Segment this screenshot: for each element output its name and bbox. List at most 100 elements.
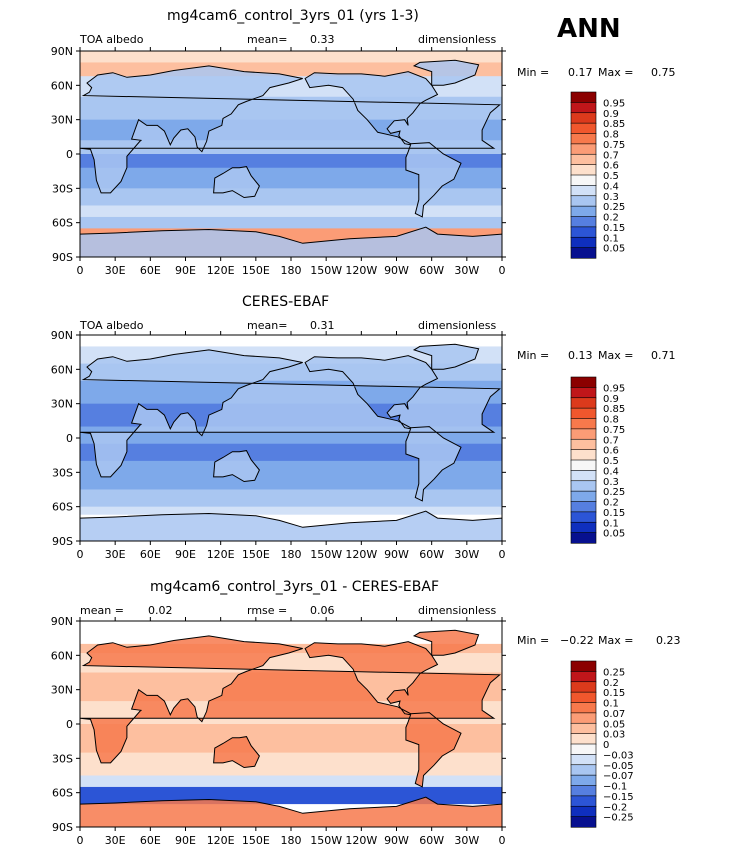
colorbar-swatch <box>570 702 597 714</box>
colorbar-label: 0.1 <box>603 518 619 529</box>
variable-label: TOA albedo <box>80 33 144 46</box>
colorbar-swatch <box>570 785 597 797</box>
lon-tick-label: 120W <box>345 548 377 561</box>
colorbar-label: 0.8 <box>603 415 619 426</box>
colorbar-swatch <box>570 418 597 430</box>
panel-title: mg4cam6_control_3yrs_01 - CERES-EBAF <box>150 579 440 595</box>
lat-tick-label: 90N <box>51 329 73 342</box>
lat-tick-label: 30S <box>52 466 73 479</box>
min-label: Min = <box>517 634 550 647</box>
lon-tick-label: 150W <box>310 264 342 277</box>
colorbar-swatch <box>570 247 597 259</box>
colorbar-label: 0.6 <box>603 446 619 457</box>
lat-tick-label: 60S <box>52 787 73 800</box>
units-label: dimensionless <box>418 319 497 332</box>
land-shading <box>80 60 502 257</box>
colorbar: 0.950.90.850.80.750.70.60.50.40.30.250.2… <box>570 91 625 259</box>
colorbar-swatch <box>570 195 597 207</box>
colorbar-label: 0.25 <box>603 202 625 213</box>
colorbar-swatch <box>570 205 597 218</box>
colorbar-swatch <box>570 660 597 672</box>
colorbar-swatch <box>570 671 597 683</box>
lon-tick-label: 60E <box>140 264 161 277</box>
colorbar-swatch <box>570 490 597 503</box>
colorbar-swatch <box>570 722 597 735</box>
colorbar-label: 0.4 <box>603 181 619 192</box>
colorbar-label: 0.15 <box>603 508 625 519</box>
lon-tick-label: 30E <box>105 264 126 277</box>
lat-tick-label: 60N <box>51 363 73 376</box>
lon-tick-label: 0 <box>499 264 506 277</box>
lon-tick-label: 30W <box>454 548 479 561</box>
max-label: Max = <box>598 349 634 362</box>
colorbar-label: 0.5 <box>603 456 619 467</box>
mean-value: 0.31 <box>310 319 335 332</box>
lon-tick-label: 120E <box>207 834 235 847</box>
colorbar-swatch <box>570 712 597 724</box>
contour-band <box>80 489 502 508</box>
colorbar-swatch <box>570 226 597 238</box>
mean-label: mean= <box>247 319 288 332</box>
colorbar-swatch <box>570 91 597 103</box>
contour-band <box>80 335 502 347</box>
mean-label: mean = <box>80 604 124 617</box>
lat-tick-label: 90S <box>52 821 73 834</box>
lon-tick-label: 90E <box>175 548 196 561</box>
colorbar-label: 0.2 <box>603 498 619 509</box>
lon-tick-label: 60W <box>419 264 444 277</box>
colorbar-swatch <box>570 449 597 461</box>
lon-tick-label: 120E <box>207 548 235 561</box>
lon-tick-label: 120W <box>345 264 377 277</box>
colorbar-swatch <box>570 387 597 399</box>
lon-tick-label: 60W <box>419 548 444 561</box>
colorbar-label: 0.1 <box>603 699 619 710</box>
lat-tick-label: 90S <box>52 251 73 264</box>
colorbar-swatch <box>570 459 597 471</box>
contour-band <box>80 51 502 63</box>
colorbar-swatch <box>570 733 597 745</box>
map-panel-3: 90N 60N 30N 0 30S 60S 90S 0 30E 60E 90E 120E 150E 180… <box>51 615 634 847</box>
colorbar-swatch <box>570 681 597 693</box>
colorbar-label: 0.9 <box>603 394 619 405</box>
colorbar-swatch <box>570 143 597 155</box>
lat-tick-label: 30S <box>52 182 73 195</box>
colorbar-swatch <box>570 470 597 482</box>
lat-tick-label: 0 <box>66 432 73 445</box>
lon-tick-label: 0 <box>77 834 84 847</box>
lon-tick-label: 30E <box>105 834 126 847</box>
colorbar-swatch <box>570 102 597 114</box>
colorbar-label: 0.07 <box>603 709 625 720</box>
min-label: Min = <box>517 66 550 79</box>
colorbar-label: 0.95 <box>603 98 625 109</box>
colorbar-label: 0.05 <box>603 244 625 255</box>
colorbar-label: 0.85 <box>603 404 625 415</box>
colorbar-label: 0.7 <box>603 150 619 161</box>
colorbar-label: 0.25 <box>603 667 625 678</box>
lon-tick-label: 180 <box>281 264 302 277</box>
colorbar-label: 0.9 <box>603 109 619 120</box>
rmse-value: 0.06 <box>310 604 335 617</box>
colorbar-swatch <box>570 122 597 135</box>
panel-title: mg4cam6_control_3yrs_01 (yrs 1-3) <box>167 8 419 24</box>
colorbar-label: −0.2 <box>603 802 627 813</box>
lon-tick-label: 120E <box>207 264 235 277</box>
lat-tick-label: 60S <box>52 217 73 230</box>
lon-tick-label: 150E <box>242 548 270 561</box>
colorbar-swatch <box>570 774 597 787</box>
colorbar-label: −0.03 <box>603 750 634 761</box>
lon-tick-label: 90E <box>175 264 196 277</box>
contour-band <box>80 205 502 218</box>
colorbar-swatch <box>570 407 597 420</box>
colorbar-label: 0.05 <box>603 529 625 540</box>
lat-tick-label: 90N <box>51 45 73 58</box>
lon-tick-label: 90E <box>175 834 196 847</box>
min-value: 0.13 <box>568 349 593 362</box>
lon-tick-label: 0 <box>77 548 84 561</box>
colorbar-label: 0.5 <box>603 171 619 182</box>
coastline <box>80 59 502 257</box>
colorbar-label: −0.05 <box>603 761 634 772</box>
colorbar-swatch <box>570 511 597 523</box>
colorbar-label: 0.03 <box>603 730 625 741</box>
contour-band <box>80 188 502 206</box>
